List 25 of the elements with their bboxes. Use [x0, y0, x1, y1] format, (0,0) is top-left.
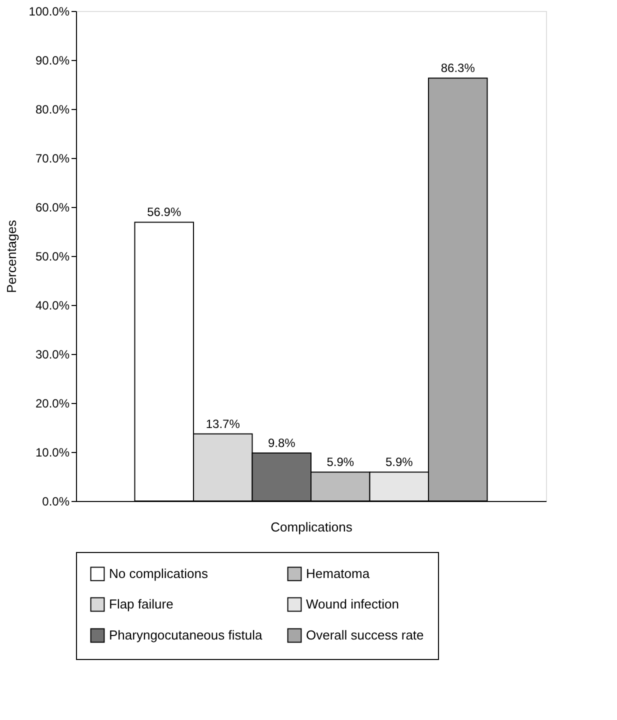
- x-axis-title: Complications: [270, 520, 353, 534]
- y-tick-label: 70.0%: [35, 152, 70, 166]
- y-tick-label: 10.0%: [35, 446, 70, 460]
- y-tick-label: 100.0%: [28, 4, 70, 18]
- legend-label: Wound infection: [306, 596, 399, 612]
- data-label: 56.9%: [147, 205, 182, 220]
- y-tick-label: 20.0%: [35, 396, 70, 410]
- legend-label: Pharyngocutaneous fistula: [109, 628, 263, 642]
- data-label: 5.9%: [326, 455, 354, 470]
- legend-label: Overall success rate: [306, 628, 424, 642]
- data-label: 5.9%: [385, 455, 414, 470]
- data-label: 86.3%: [440, 61, 476, 76]
- data-label: 13.7%: [206, 416, 240, 431]
- y-tick-label: 0.0%: [42, 494, 70, 508]
- data-label: 9.8%: [268, 436, 296, 450]
- y-tick-label: 90.0%: [35, 54, 70, 68]
- y-tick-label: 40.0%: [35, 298, 70, 312]
- legend-label: No complications: [109, 566, 208, 581]
- y-axis-title: Percentages: [4, 220, 19, 293]
- y-tick-label: 80.0%: [35, 102, 70, 116]
- y-tick-label: 60.0%: [35, 200, 70, 214]
- y-tick-label: 50.0%: [35, 250, 70, 264]
- y-tick-label: 30.0%: [35, 348, 70, 362]
- legend-label: Hematoma: [306, 566, 370, 581]
- legend-label: Flap failure: [109, 596, 174, 612]
